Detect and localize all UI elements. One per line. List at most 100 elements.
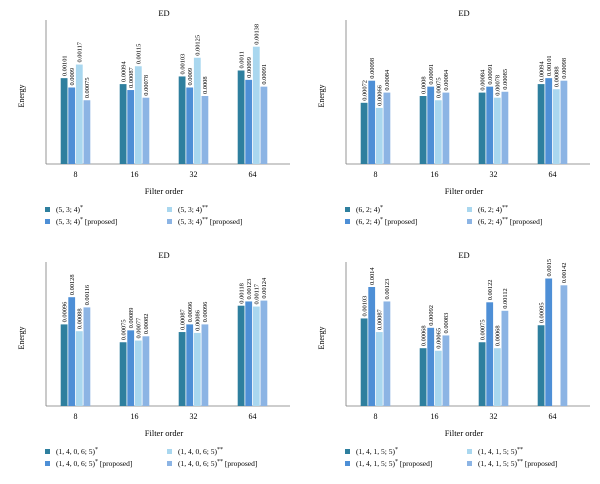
- bar: [375, 332, 383, 406]
- legend-entry: (1, 4, 0, 6; 5)** [proposed]: [178, 459, 257, 468]
- legend-superscript: *: [95, 447, 98, 453]
- x-tick-label: 8: [74, 170, 78, 179]
- bar-value-label: 0.00117: [254, 283, 261, 304]
- legend-swatch: [345, 449, 350, 454]
- x-tick-label: 8: [374, 412, 378, 421]
- bar-value-label: 0.00092: [428, 305, 435, 326]
- bar-value-label: 0.0014: [369, 267, 376, 285]
- bar-value-label: 0.00085: [502, 69, 509, 90]
- legend-swatch: [45, 461, 50, 466]
- legend-swatch: [345, 219, 350, 224]
- legend-entry: (1, 4, 1, 5; 5)**: [478, 447, 523, 456]
- legend-series-name: (1, 4, 0, 6; 5): [56, 459, 95, 468]
- bar-value-label: 0.00101: [546, 55, 553, 76]
- x-tick-label: 8: [74, 412, 78, 421]
- legend-entry: (6, 2; 4)** [proposed]: [478, 217, 542, 226]
- bar-value-label: 0.00128: [69, 274, 76, 295]
- legend-superscript: *: [380, 217, 383, 223]
- chart-title: ED: [458, 8, 469, 18]
- legend-suffix: [proposed]: [223, 459, 257, 468]
- y-axis-label: Energy: [17, 85, 26, 108]
- bar-value-label: 0.00068: [420, 325, 427, 346]
- bar-value-label: 0.00094: [120, 61, 127, 83]
- legend-entry: (6, 2; 4)* [proposed]: [356, 217, 417, 226]
- x-tick-label: 64: [549, 170, 557, 179]
- bar-value-label: 0.0008: [420, 76, 427, 94]
- bar-value-label: 0.00089: [128, 308, 135, 329]
- bar-value-label: 0.00066: [377, 85, 384, 106]
- bar-value-label: 0.00087: [179, 308, 186, 330]
- bar: [486, 86, 494, 164]
- bar-value-label: 0.0015: [546, 259, 553, 277]
- legend-superscript: *: [80, 205, 83, 211]
- bar-value-label: 0.00095: [538, 302, 545, 323]
- bar: [83, 100, 91, 164]
- bar-value-label: 0.00123: [246, 279, 253, 300]
- legend-suffix: [proposed]: [208, 217, 242, 226]
- bar: [383, 92, 391, 164]
- bar: [260, 300, 268, 406]
- bar-value-label: 0.00075: [84, 77, 91, 98]
- legend-series-name: (6, 2; 4): [356, 205, 380, 214]
- legend-swatch: [467, 461, 472, 466]
- bar-value-label: 0.00124: [261, 277, 268, 299]
- bar-value-label: 0.00091: [261, 64, 268, 85]
- bar: [427, 327, 435, 406]
- bar-value-label: 0.00091: [428, 64, 435, 85]
- legend-suffix: [proposed]: [383, 217, 417, 226]
- legend-superscript: **: [502, 205, 508, 211]
- bar-value-label: 0.00078: [495, 75, 502, 96]
- bar: [142, 97, 150, 164]
- bar-value-label: 0.00083: [443, 313, 450, 334]
- bar: [434, 350, 442, 406]
- legend-series-name: (6, 2; 4): [356, 217, 380, 226]
- legend-superscript: **: [202, 217, 208, 223]
- bar-value-label: 0.0008: [202, 76, 209, 94]
- bar-value-label: 0.00075: [436, 77, 443, 98]
- y-axis-label: Energy: [317, 327, 326, 350]
- bar: [501, 91, 509, 164]
- legend-suffix: [proposed]: [508, 217, 542, 226]
- bar-value-label: 0.00084: [443, 69, 450, 91]
- bar-value-label: 0.00096: [187, 302, 194, 323]
- bar-value-label: 0.00115: [136, 44, 143, 65]
- x-tick-label: 32: [190, 170, 198, 179]
- x-tick-label: 32: [490, 412, 498, 421]
- bar: [60, 78, 68, 164]
- bar: [75, 331, 83, 406]
- bar: [178, 76, 186, 164]
- bar-value-label: 0.00138: [254, 24, 261, 45]
- legend-superscript: *: [395, 447, 398, 453]
- bar: [537, 84, 545, 164]
- bar-value-label: 0.00122: [487, 280, 494, 301]
- x-tick-label: 16: [131, 412, 139, 421]
- bar: [427, 86, 435, 164]
- legend-series-name: (1, 4, 1, 5; 5): [356, 447, 395, 456]
- bar: [260, 86, 268, 164]
- bar: [193, 332, 201, 406]
- legend-swatch: [345, 207, 350, 212]
- bar-chart-svg: ED Energy 0.00103 0.0014 0.00087 0.00123 8 0.00…: [317, 250, 590, 468]
- bar-value-label: 0.00087: [377, 308, 384, 330]
- bar-value-label: 0.00084: [479, 69, 486, 91]
- bar: [127, 90, 135, 164]
- bar: [245, 79, 253, 164]
- bar: [360, 318, 368, 406]
- bar: [186, 324, 194, 406]
- bar-value-label: 0.00088: [554, 66, 561, 87]
- legend-entry: (5, 3; 4)*: [56, 205, 83, 214]
- bar-value-label: 0.00091: [487, 64, 494, 85]
- bar: [245, 301, 253, 406]
- bar-value-label: 0.00078: [143, 75, 150, 96]
- bar: [360, 102, 368, 164]
- legend-entry: (6, 2; 4)*: [356, 205, 383, 214]
- bar: [252, 306, 260, 406]
- bar-value-label: 0.00103: [179, 54, 186, 75]
- legend-series-name: (1, 4, 0, 6; 5): [178, 459, 217, 468]
- x-axis-label: Filter order: [445, 186, 484, 196]
- chart-panel-bottom-left: ED Energy 0.00096 0.00128 0.00088 0.00116 8 0.0…: [0, 242, 300, 484]
- x-tick-label: 64: [249, 412, 257, 421]
- bar-value-label: 0.00103: [361, 296, 368, 317]
- legend-swatch: [167, 207, 172, 212]
